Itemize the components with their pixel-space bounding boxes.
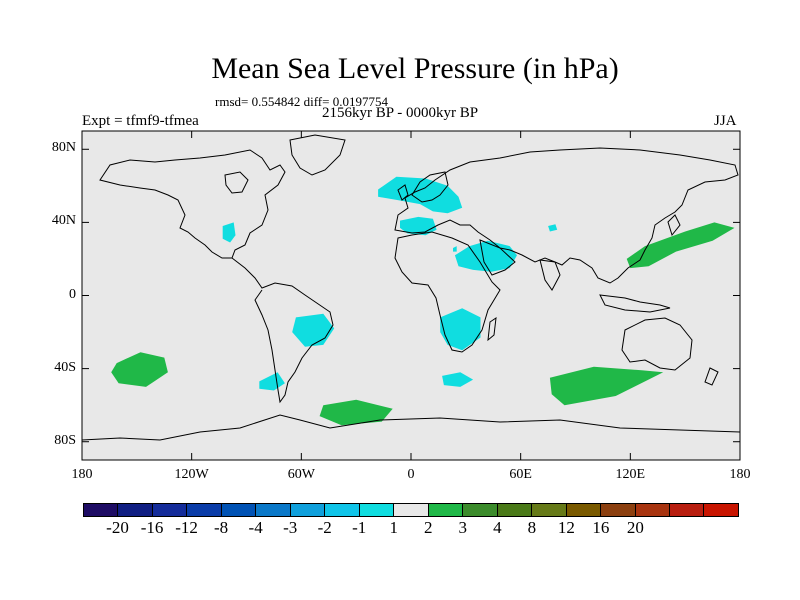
period-subtitle: 2156kyr BP - 0000kyr BP (322, 105, 479, 121)
y-tick-label: 80S (54, 432, 76, 448)
axis-ticks (81, 131, 741, 460)
colorbar-label: 16 (592, 518, 610, 537)
x-tick-label: 0 (407, 467, 415, 482)
anomaly-southern-ocean-atlantic (319, 399, 393, 426)
x-tick-label: 60E (509, 467, 532, 482)
colorbar-swatch (83, 503, 119, 517)
colorbar-swatch (566, 503, 602, 517)
y-tick-label: 0 (69, 286, 76, 302)
coast-indonesia (599, 294, 671, 313)
coast-new-zealand (704, 367, 719, 386)
colorbar-label: 8 (527, 518, 537, 537)
stats-line: rmsd= 0.554842 diff= 0.0197754 (215, 94, 388, 109)
anomaly-north-pacific-east (222, 222, 236, 243)
x-tick-label: 180 (71, 467, 93, 482)
map-title: Mean Sea Level Pressure (in hPa) (211, 52, 619, 85)
anomaly-eastern-mediterranean-speck (453, 246, 457, 252)
colorbar-swatch (187, 503, 222, 517)
colorbar-label: -2 (317, 518, 332, 537)
colorbar-swatch (532, 503, 567, 517)
season-label: JJA (714, 113, 737, 129)
colorbar-swatch (601, 503, 636, 517)
colorbar-swatch (290, 503, 326, 517)
colorbar-swatch (463, 503, 498, 517)
anomaly-caspian-speck (548, 224, 558, 232)
colorbar-swatch (704, 503, 739, 517)
anomaly-south-atlantic-east (442, 372, 474, 387)
coast-antarctica (81, 414, 741, 441)
coast-india (539, 259, 561, 291)
colorbar-swatch (118, 503, 153, 517)
y-tick-label: 40N (51, 213, 76, 229)
colorbar-label: 12 (557, 518, 575, 537)
colorbar-swatch (221, 503, 257, 517)
x-tick-label: 120E (615, 467, 646, 482)
coast-australia (621, 317, 693, 371)
colorbar-label: -20 (106, 518, 129, 537)
x-tick-label: 60W (287, 467, 315, 482)
coast-british-isles (397, 184, 409, 201)
coast-arabia (479, 239, 516, 276)
anomaly-southern-indian-ocean (549, 366, 664, 406)
colorbar-label: -3 (283, 518, 298, 537)
colorbar-swatch (497, 503, 533, 517)
x-tick-label: 180 (729, 467, 751, 482)
colorbar-swatch (635, 503, 670, 517)
y-tick-label: 40S (54, 359, 76, 375)
colorbar-swatch (256, 503, 291, 517)
colorbar-label: -12 (175, 518, 198, 537)
colorbar-label: -1 (352, 518, 367, 537)
anomaly-south-atlantic (259, 372, 285, 391)
anomaly-north-atlantic-europe (378, 176, 463, 214)
colorbar-swatch (669, 503, 705, 517)
colorbar-label: -16 (140, 518, 164, 537)
colorbar-swatch (359, 503, 395, 517)
coast-eurasia (394, 147, 739, 284)
coast-south-america (231, 257, 334, 404)
colorbar-label: 2 (424, 518, 433, 537)
coast-hudson-bay (224, 171, 249, 194)
anomaly-south-pacific (111, 352, 168, 387)
colorbar-label: 4 (493, 518, 502, 537)
colorbar-swatch (325, 503, 360, 517)
coastlines (81, 134, 741, 441)
coast-scandinavia (411, 171, 449, 203)
experiment-label: Expt = tfmf9-tfmea (82, 113, 199, 129)
colorbar-label: 20 (626, 518, 644, 537)
coast-greenland (289, 134, 346, 176)
x-tick-label: 120W (174, 467, 209, 482)
coast-africa (394, 231, 501, 353)
colorbar-label: -8 (214, 518, 229, 537)
colorbar (83, 503, 739, 517)
colorbar-label: -4 (248, 518, 263, 537)
colorbar-label: 3 (458, 518, 468, 537)
anomaly-layer (111, 176, 735, 426)
colorbar-swatch (428, 503, 464, 517)
coast-north-america (99, 149, 286, 259)
y-tick-label: 80N (51, 140, 76, 156)
anomaly-north-pacific-west (626, 222, 735, 269)
colorbar-swatch (152, 503, 188, 517)
colorbar-label: 1 (389, 518, 398, 537)
coast-japan (667, 214, 681, 237)
anomaly-southern-africa (440, 308, 481, 351)
coast-madagascar (487, 316, 497, 342)
colorbar-swatch (394, 503, 429, 517)
